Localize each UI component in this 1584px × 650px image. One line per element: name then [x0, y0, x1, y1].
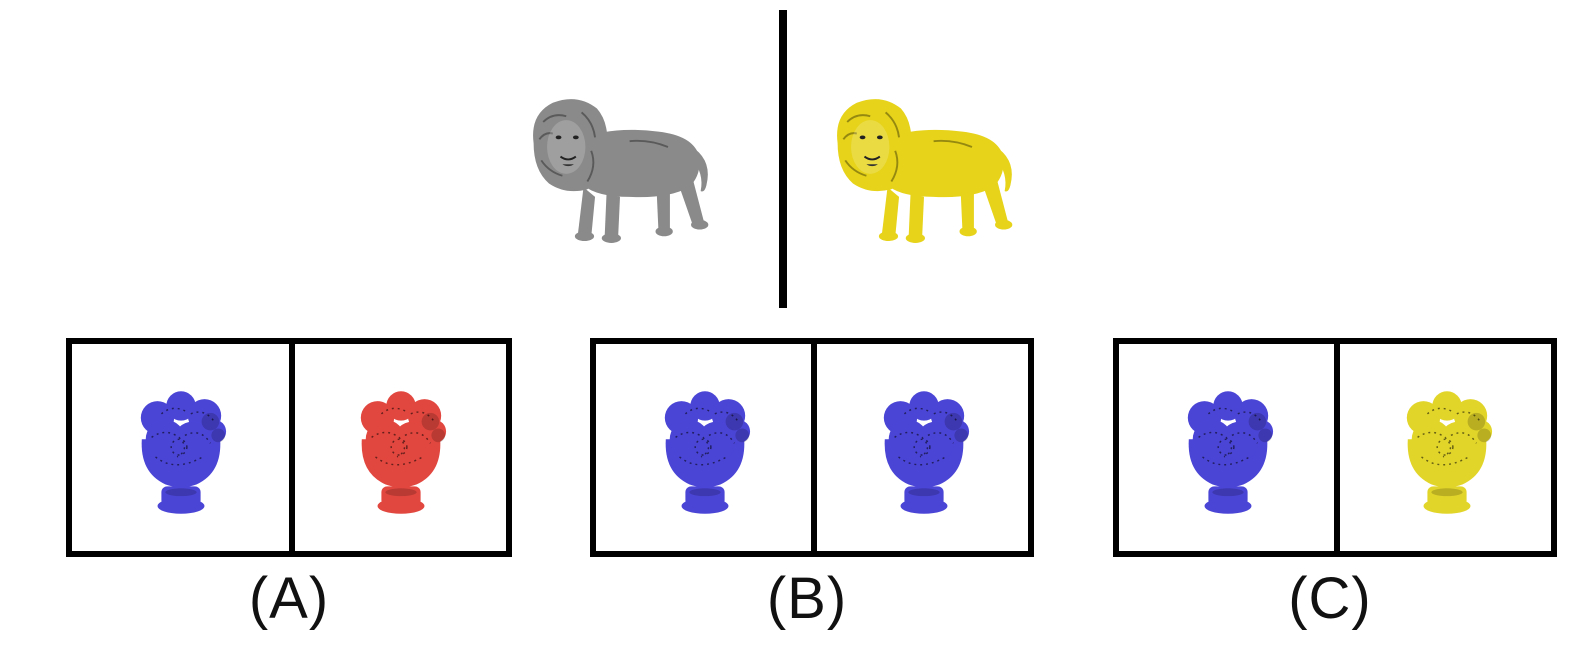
ice-cream-cup-icon — [1398, 390, 1496, 518]
lion-icon — [828, 92, 1020, 248]
ice-cream-cup-icon — [1179, 390, 1277, 518]
reference-target-lion — [828, 92, 1020, 248]
option-label-b: (B) — [766, 566, 848, 631]
option-panel-a[interactable] — [66, 338, 512, 557]
ice-cream-cup-icon — [656, 390, 754, 518]
reference-source-lion — [524, 92, 716, 248]
ice-cream-cup-icon — [132, 390, 230, 518]
option-label-a: (A) — [248, 566, 330, 631]
option-label-c: (C) — [1288, 566, 1372, 631]
panel-divider — [811, 344, 817, 551]
ice-cream-cup-icon — [352, 390, 450, 518]
ice-cream-cup-icon — [875, 390, 973, 518]
option-panel-b[interactable] — [590, 338, 1034, 557]
reference-divider — [779, 10, 787, 308]
option-panel-c[interactable] — [1113, 338, 1557, 557]
panel-divider — [289, 344, 295, 551]
lion-icon — [524, 92, 716, 248]
panel-divider — [1334, 344, 1340, 551]
